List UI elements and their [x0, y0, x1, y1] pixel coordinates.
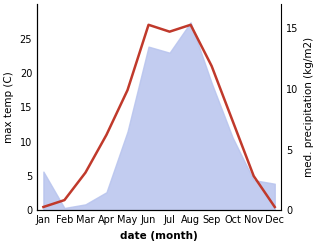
Y-axis label: max temp (C): max temp (C) [4, 71, 14, 143]
X-axis label: date (month): date (month) [120, 231, 198, 241]
Y-axis label: med. precipitation (kg/m2): med. precipitation (kg/m2) [304, 37, 314, 177]
